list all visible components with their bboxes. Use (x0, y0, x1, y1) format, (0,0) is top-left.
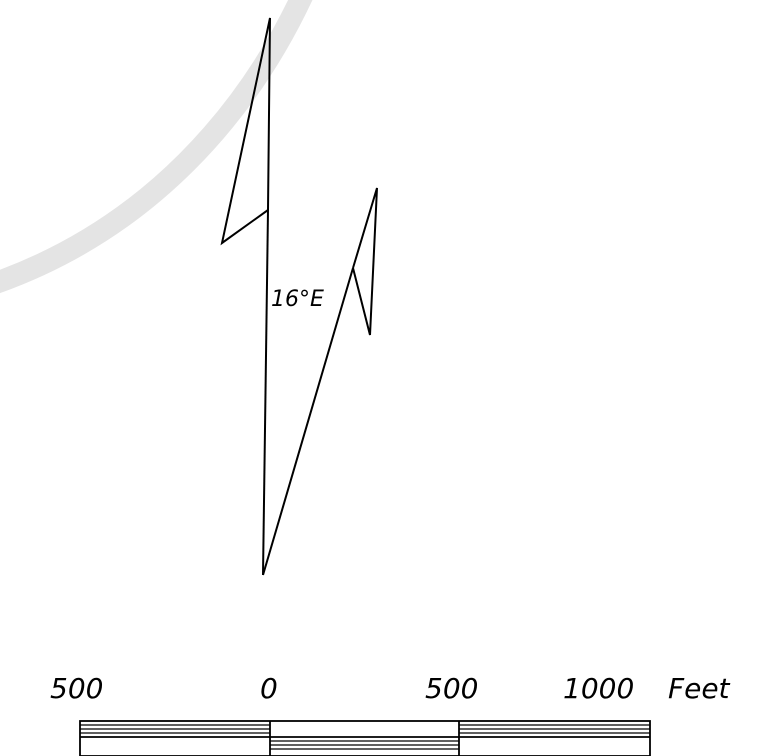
scale-label-500-right: 500 (425, 672, 478, 705)
true-north-arrowhead (220, 17, 271, 246)
magnetic-north-arrow (262, 187, 378, 576)
scale-label-500-left: 500 (50, 672, 103, 705)
true-north-shaft (262, 209, 269, 576)
true-north-arrow (220, 17, 271, 576)
scale-bar (79, 720, 651, 756)
watermark-arc (0, 0, 313, 294)
magnetic-north-arrowhead (352, 187, 378, 336)
scale-label-0: 0 (260, 672, 278, 705)
scale-bar-outline (79, 720, 651, 756)
scale-label-1000: 1000 (563, 672, 634, 705)
magnetic-north-shaft (262, 267, 354, 576)
scale-bar-segment-left (80, 724, 270, 738)
scale-unit-label: Feet (668, 672, 731, 705)
declination-label: 16°E (271, 287, 324, 312)
scale-bar-segment-right (459, 724, 650, 738)
scale-bar-segment-middle (270, 736, 459, 750)
